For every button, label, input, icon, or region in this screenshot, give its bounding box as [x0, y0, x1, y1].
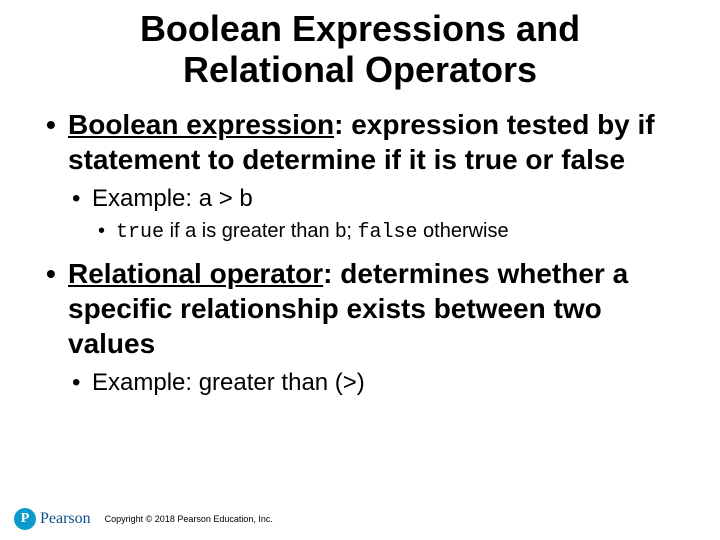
term-relational-operator: Relational operator	[68, 258, 323, 289]
bullet-boolean-expression: Boolean expression: expression tested by…	[40, 107, 680, 246]
title-line-1: Boolean Expressions and	[140, 8, 580, 49]
tf-post: otherwise	[417, 220, 508, 242]
bullet-true-false-note: true if a is greater than b; false other…	[92, 218, 680, 246]
bullet-example-gt: Example: greater than (>)	[68, 367, 680, 398]
term-boolean-expression: Boolean expression	[68, 109, 334, 140]
brand-text: Pearson	[40, 510, 91, 528]
slide: Boolean Expressions and Relational Opera…	[0, 0, 720, 540]
pearson-logo: P Pearson	[14, 508, 91, 530]
bullet-example-agtb: Example: a > b true if a is greater than…	[68, 183, 680, 246]
copyright-text: Copyright © 2018 Pearson Education, Inc.	[105, 514, 273, 524]
footer: P Pearson Copyright © 2018 Pearson Educa…	[14, 508, 273, 530]
bullet-list: Boolean expression: expression tested by…	[40, 107, 680, 398]
code-false: false	[357, 221, 417, 244]
pearson-p-letter: P	[21, 511, 30, 527]
example-gt-text: Example: greater than (>)	[92, 369, 365, 396]
pearson-p-icon: P	[14, 508, 36, 530]
tf-mid: if a is greater than b;	[164, 220, 357, 242]
title-line-2: Relational Operators	[183, 49, 537, 90]
slide-title: Boolean Expressions and Relational Opera…	[40, 8, 680, 91]
code-true: true	[116, 221, 164, 244]
example-agtb-text: Example: a > b	[92, 185, 253, 212]
bullet-relational-operator: Relational operator: determines whether …	[40, 256, 680, 398]
